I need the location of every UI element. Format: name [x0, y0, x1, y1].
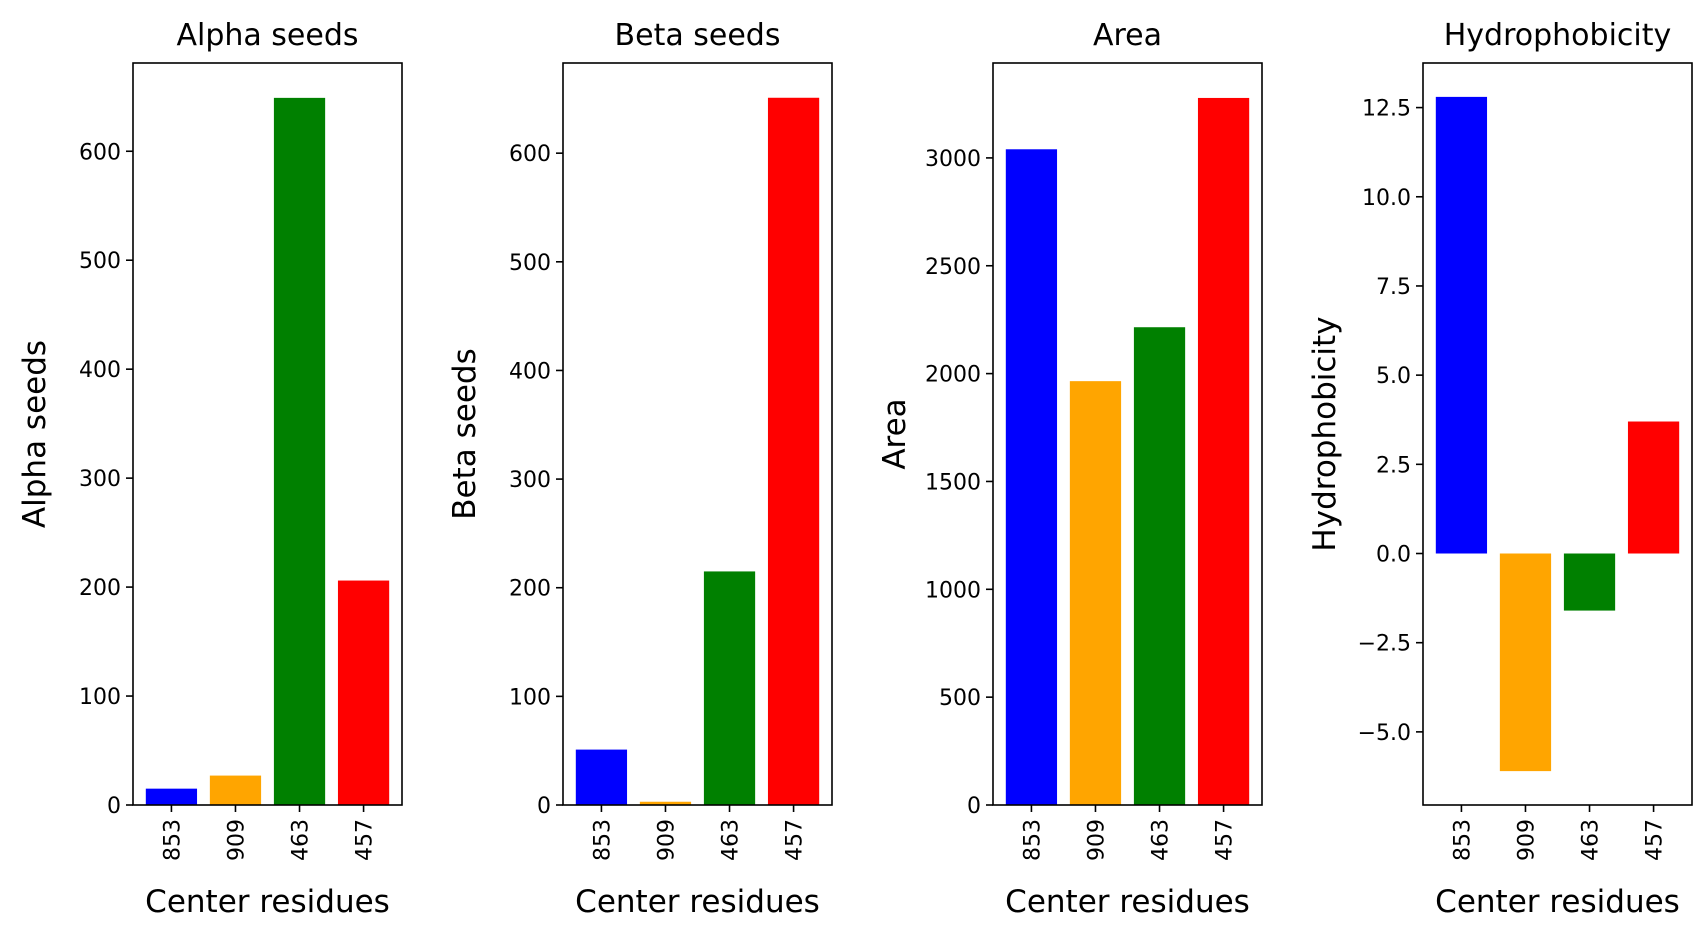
y-tick-label: 3000 — [925, 147, 981, 172]
y-tick-label: 2.5 — [1376, 453, 1411, 478]
x-tick-label: 463 — [719, 819, 744, 861]
y-tick-label: 300 — [79, 467, 121, 492]
y-tick-label: 100 — [79, 685, 121, 710]
x-tick-label: 909 — [1514, 819, 1539, 861]
y-tick-label: 500 — [509, 251, 551, 276]
bar-457 — [337, 580, 390, 805]
x-tick-label: 909 — [654, 819, 679, 861]
y-tick-label: 300 — [509, 468, 551, 493]
y-tick-label: 1500 — [925, 470, 981, 495]
bar-463 — [273, 97, 326, 805]
x-tick-label: 853 — [1450, 819, 1475, 861]
bar-457 — [1627, 421, 1680, 554]
bar-463 — [1563, 553, 1616, 611]
x-tick-label: 909 — [1084, 819, 1109, 861]
y-axis-label: Beta seeds — [447, 348, 483, 519]
x-tick-label: 853 — [590, 819, 615, 861]
x-tick-label: 853 — [1020, 819, 1045, 861]
y-tick-label: 200 — [509, 577, 551, 602]
y-tick-label: −2.5 — [1358, 632, 1411, 657]
chart-panel-2: 0 100 200 300 400 500 600 853 909 463 457 Beta seed… — [447, 18, 833, 920]
chart-title: Beta seeds — [615, 18, 781, 53]
bar-457 — [767, 97, 820, 805]
x-tick-label: 457 — [353, 819, 378, 861]
y-tick-label: 2500 — [925, 255, 981, 280]
y-axis-label: Area — [877, 398, 913, 469]
chart-panel-1: 0 100 200 300 400 500 600 853 909 463 457 Alpha see… — [17, 18, 403, 920]
y-tick-label: 500 — [939, 686, 981, 711]
axes-frame — [992, 62, 1263, 806]
y-tick-label: 1000 — [925, 578, 981, 603]
x-axis-label: Center residues — [1435, 884, 1680, 920]
chart-panel-4: −5.0 −2.5 0.0 2.5 5.0 7.5 10.0 12.5 853 909 463 457… — [1307, 18, 1693, 920]
y-tick-label: 12.5 — [1362, 97, 1411, 122]
y-tick-label: 2000 — [925, 363, 981, 388]
bar-853 — [1435, 96, 1488, 554]
x-axis-label: Center residues — [575, 884, 820, 920]
x-tick-label: 853 — [160, 819, 185, 861]
x-axis-label: Center residues — [145, 884, 390, 920]
y-tick-label: 200 — [79, 576, 121, 601]
y-tick-label: 5.0 — [1376, 364, 1411, 389]
y-tick-label: 100 — [509, 685, 551, 710]
y-tick-label: −5.0 — [1358, 721, 1411, 746]
y-tick-label: 600 — [509, 142, 551, 167]
x-tick-label: 457 — [1213, 819, 1238, 861]
axes-frame — [562, 62, 833, 806]
x-tick-label: 909 — [224, 819, 249, 861]
y-tick-label: 400 — [79, 358, 121, 383]
bar-909 — [209, 775, 262, 805]
bar-853 — [1005, 149, 1058, 806]
axes-frame — [132, 62, 403, 806]
x-tick-label: 457 — [1643, 819, 1668, 861]
y-axis-label: Hydrophobicity — [1307, 316, 1343, 551]
y-tick-label: 0.0 — [1376, 543, 1411, 568]
bar-463 — [1133, 327, 1186, 805]
y-axis-label: Alpha seeds — [17, 340, 53, 528]
y-tick-label: 0 — [537, 794, 551, 819]
y-tick-label: 0 — [967, 794, 981, 819]
chart-title: Area — [1093, 18, 1162, 53]
y-tick-label: 600 — [79, 140, 121, 165]
chart-panel-3: 0 500 1000 1500 2000 2500 3000 853 909 463 457 Area… — [877, 18, 1263, 920]
x-tick-label: 463 — [289, 819, 314, 861]
bar-909 — [1499, 553, 1552, 772]
x-tick-label: 463 — [1149, 819, 1174, 861]
y-tick-label: 10.0 — [1362, 186, 1411, 211]
axes-frame — [1422, 62, 1693, 806]
bar-463 — [703, 571, 756, 805]
bar-853 — [145, 788, 198, 805]
y-tick-label: 0 — [107, 794, 121, 819]
y-tick-label: 7.5 — [1376, 275, 1411, 300]
bar-457 — [1197, 97, 1250, 806]
x-axis-label: Center residues — [1005, 884, 1250, 920]
x-tick-label: 463 — [1579, 819, 1604, 861]
y-tick-label: 400 — [509, 359, 551, 384]
y-tick-label: 500 — [79, 249, 121, 274]
chart-title: Alpha seeds — [176, 18, 358, 53]
bar-909 — [639, 801, 692, 805]
bar-853 — [575, 749, 628, 805]
chart-title: Hydrophobicity — [1444, 18, 1672, 53]
bar-909 — [1069, 381, 1122, 805]
x-tick-label: 457 — [783, 819, 808, 861]
